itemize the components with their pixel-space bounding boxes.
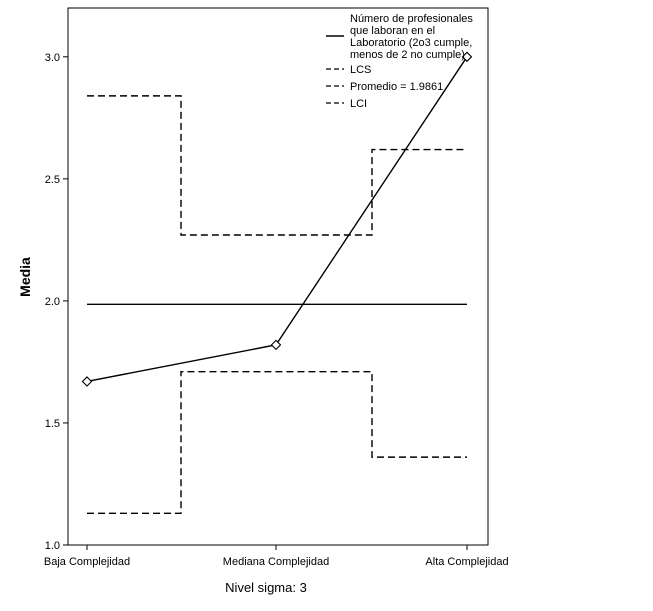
legend-label-measure: Número de profesionales	[350, 13, 473, 25]
legend-label-measure: Laboratorio (2o3 cumple,	[350, 37, 472, 49]
series-lcs-line	[87, 95, 467, 236]
data-point-2	[270, 339, 282, 351]
legend-label-measure: que laboran en el	[350, 25, 435, 37]
y-tick-label: 1.5	[45, 418, 60, 430]
legend-label-measure: menos de 2 no cumple)	[350, 49, 465, 61]
y-tick-label: 1.0	[45, 540, 60, 552]
x-tick-label: Baja Complejidad	[44, 556, 130, 568]
legend-label-lci: LCI	[350, 98, 367, 110]
series-markers	[81, 51, 473, 387]
series-measure-line	[86, 56, 468, 383]
plot-frame	[67, 7, 489, 546]
sigma-note: Nivel sigma: 3	[225, 580, 307, 595]
y-tick-label: 3.0	[45, 52, 60, 64]
data-point-3	[461, 51, 473, 63]
series-lci-line	[87, 370, 467, 514]
y-axis: 1.0 1.5 2.0 2.5 3.0	[45, 52, 68, 552]
legend-label-promedio: Promedio = 1.9861	[350, 81, 443, 93]
legend-label-lcs: LCS	[350, 64, 371, 76]
series-lines	[86, 56, 468, 514]
x-axis: Baja Complejidad Mediana Complejidad Alta …	[44, 545, 509, 568]
data-point-1	[81, 376, 93, 387]
x-tick-label: Mediana Complejidad	[223, 556, 329, 568]
y-axis-label: Media	[17, 257, 33, 297]
x-tick-label: Alta Complejidad	[425, 556, 508, 568]
y-tick-label: 2.0	[45, 296, 60, 308]
y-tick-label: 2.5	[45, 174, 60, 186]
